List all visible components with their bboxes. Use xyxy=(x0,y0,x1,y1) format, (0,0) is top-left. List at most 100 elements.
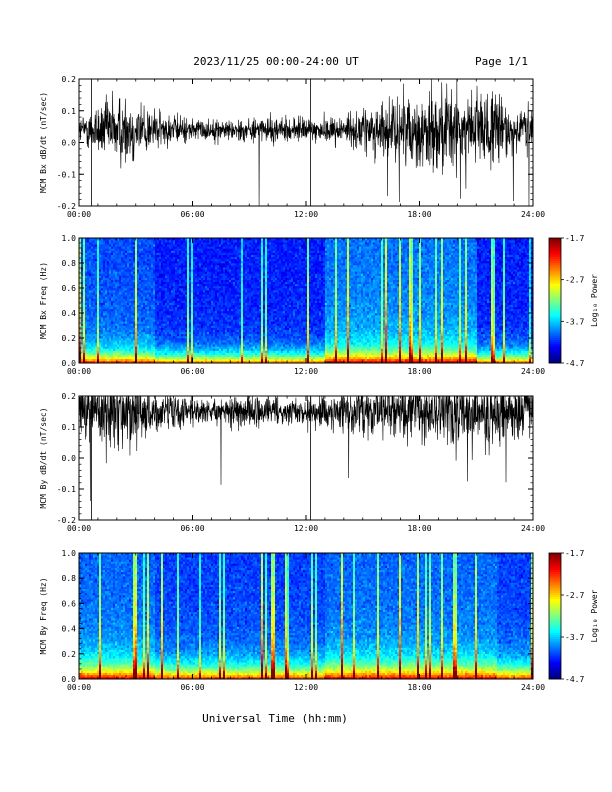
spectrogram-cell xyxy=(117,330,119,332)
spectrogram-cell xyxy=(101,290,103,292)
spectrogram-cell xyxy=(113,276,115,278)
spectrogram-cell xyxy=(95,253,97,255)
spectrogram-cell xyxy=(109,288,111,290)
spectrogram-cell xyxy=(109,269,111,271)
spectrogram-cell xyxy=(95,259,97,261)
spectrogram-cell xyxy=(87,288,89,290)
spectrogram-cell xyxy=(93,351,95,353)
spectrogram-cell xyxy=(83,246,85,248)
spectrogram-cell xyxy=(93,251,95,253)
spectrogram-cell xyxy=(121,332,123,334)
spectrogram-cell xyxy=(97,280,99,282)
spectrogram-cell xyxy=(93,307,95,309)
spectrogram-cell xyxy=(89,321,91,323)
spectrogram-cell xyxy=(93,355,95,357)
spectrogram-cell xyxy=(119,265,121,267)
spectrogram-cell xyxy=(93,319,95,321)
spectrogram-cell xyxy=(89,282,91,284)
spectrogram-cell xyxy=(95,255,97,257)
spectrogram-cell xyxy=(115,332,117,334)
spectrogram-cell xyxy=(89,301,91,303)
spectrogram-cell xyxy=(97,246,99,248)
spectrogram-cell xyxy=(91,263,93,265)
spectrogram-cell xyxy=(91,257,93,259)
spectrogram-cell xyxy=(99,330,101,332)
spectrogram-cell xyxy=(83,332,85,334)
spectrogram-cell xyxy=(89,348,91,350)
spectrogram-cell xyxy=(121,269,123,271)
spectrogram-cell xyxy=(103,332,105,334)
spectrogram-cell xyxy=(107,338,109,340)
spectrogram-cell xyxy=(117,259,119,261)
spectrogram-cell xyxy=(91,244,93,246)
spectrogram-cell xyxy=(117,301,119,303)
spectrogram-cell xyxy=(95,359,97,361)
spectrogram-cell xyxy=(95,313,97,315)
spectrogram-cell xyxy=(117,271,119,273)
spectrogram-cell xyxy=(107,248,109,250)
spectrogram-cell xyxy=(119,344,121,346)
spectrogram-cell xyxy=(107,301,109,303)
spectrogram-cell xyxy=(105,298,107,300)
spectrogram-cell xyxy=(91,351,93,353)
spectrogram-cell xyxy=(121,263,123,265)
spectrogram-cell xyxy=(83,342,85,344)
spectrogram-cell xyxy=(97,338,99,340)
spectrogram-cell xyxy=(105,319,107,321)
spectrogram-cell xyxy=(97,265,99,267)
spectrogram-cell xyxy=(83,253,85,255)
spectrogram-cell xyxy=(89,303,91,305)
spectrogram-cell xyxy=(87,330,89,332)
spectrogram-cell xyxy=(105,251,107,253)
spectrogram-cell xyxy=(117,282,119,284)
spectrogram-cell xyxy=(123,309,125,311)
spectrogram-cell xyxy=(81,276,83,278)
spectrogram-cell xyxy=(117,334,119,336)
spectrogram-cell xyxy=(99,280,101,282)
spectrogram-cell xyxy=(95,267,97,269)
spectrogram-cell xyxy=(99,271,101,273)
spectrogram-cell xyxy=(111,309,113,311)
spectrogram-cell xyxy=(103,305,105,307)
spectrogram-cell xyxy=(111,271,113,273)
spectrogram-cell xyxy=(93,315,95,317)
spectrogram-cell xyxy=(113,303,115,305)
spectrogram-cell xyxy=(97,353,99,355)
spectrogram-cell xyxy=(115,342,117,344)
spectrogram-cell xyxy=(91,292,93,294)
spectrogram-cell xyxy=(85,351,87,353)
figure-title: 2023/11/25 00:00-24:00 UT xyxy=(193,55,359,68)
spectrogram-cell xyxy=(85,296,87,298)
spectrogram-cell xyxy=(111,263,113,265)
spectrogram-cell xyxy=(99,301,101,303)
spectrogram-cell xyxy=(113,280,115,282)
spectrogram-cell xyxy=(101,326,103,328)
spectrogram-cell xyxy=(121,259,123,261)
spectrogram-cell xyxy=(121,307,123,309)
spectrogram-cell xyxy=(109,326,111,328)
spectrogram-cell xyxy=(105,305,107,307)
spectrogram-cell xyxy=(101,259,103,261)
spectrogram-cell xyxy=(81,248,83,250)
spectrogram-cell xyxy=(87,307,89,309)
spectrogram-cell xyxy=(103,282,105,284)
spectrogram-cell xyxy=(113,307,115,309)
spectrogram-cell xyxy=(83,315,85,317)
spectrogram-cell xyxy=(107,340,109,342)
spectrogram-cell xyxy=(91,326,93,328)
spectrogram-cell xyxy=(99,332,101,334)
spectrogram-cell xyxy=(101,255,103,257)
spectrogram-cell xyxy=(97,271,99,273)
spectrogram-cell xyxy=(103,288,105,290)
spectrogram-cell xyxy=(121,342,123,344)
spectrogram-cell xyxy=(99,340,101,342)
spectrogram-cell xyxy=(107,307,109,309)
spectrogram-cell xyxy=(95,336,97,338)
spectrogram-cell xyxy=(99,346,101,348)
spectrogram-cell xyxy=(87,265,89,267)
spectrogram-cell xyxy=(117,278,119,280)
spectrogram-cell xyxy=(81,294,83,296)
spectrogram-cell xyxy=(89,248,91,250)
x-tick-label: 18:00 xyxy=(407,210,431,219)
spectrogram-cell xyxy=(107,342,109,344)
